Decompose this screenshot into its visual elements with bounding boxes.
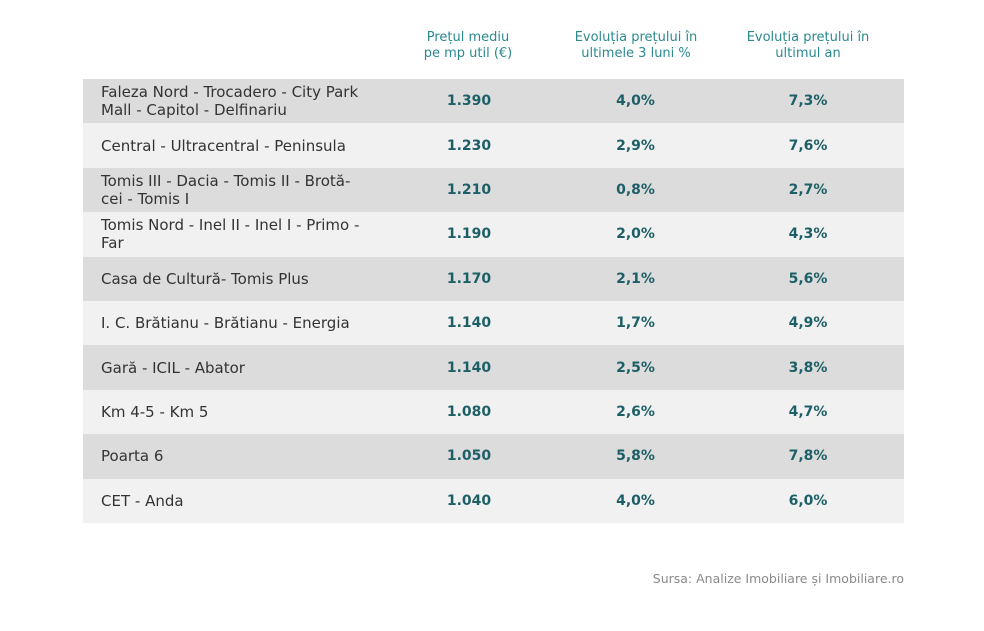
- table-row: Tomis Nord - Inel II - Inel I - Primo -F…: [83, 212, 904, 257]
- zone-name-text: Poarta 6: [101, 447, 163, 465]
- table-row: Km 4-5 - Km 5 1.080 2,6% 4,7%: [83, 389, 904, 435]
- zone-name: Tomis III - Dacia - Tomis II - Brotă-cei…: [101, 168, 401, 212]
- zone-name-line: Km 4-5 - Km 5: [101, 402, 209, 421]
- zone-name-line: I. C. Brătianu - Brătianu - Energia: [101, 314, 350, 333]
- change-3-months-value: 2,6%: [616, 403, 655, 420]
- change-1-year-value: 3,8%: [788, 359, 828, 376]
- avg-price-value: 1.140: [446, 315, 492, 332]
- avg-price-value: 1.210: [446, 181, 492, 198]
- zone-name: Tomis Nord - Inel II - Inel I - Primo -F…: [101, 212, 401, 256]
- table-row: Central - Ultracentral - Peninsula 1.230 2…: [83, 123, 904, 168]
- zone-name-text: CET - Anda: [101, 492, 184, 510]
- header-change-1-year-line1: Evoluția prețului în: [746, 30, 870, 45]
- change-3-months-value: 2,5%: [616, 359, 655, 376]
- zone-name-text: I. C. Brătianu - Brătianu - Energia: [101, 314, 350, 332]
- avg-price-value: 1.080: [446, 403, 492, 420]
- header-change-3-months-line1: Evoluția prețului în: [574, 30, 698, 45]
- header-change-1-year: Evoluția prețului în ultimul an: [728, 30, 888, 62]
- change-1-year-value: 7,8%: [788, 448, 828, 465]
- change-1-year-value: 7,6%: [788, 137, 828, 154]
- header-avg-price-line2: pe mp util (€): [423, 46, 513, 61]
- change-3-months-value: 4,0%: [616, 492, 655, 509]
- zone-name-line: Far: [101, 234, 124, 253]
- table-row: Casa de Cultură- Tomis Plus 1.170 2,1% 5,6%: [83, 256, 904, 301]
- zone-name-line: Faleza Nord - Trocadero - City Park: [101, 83, 359, 102]
- zone-name-text: Tomis Nord - Inel II - Inel I - Primo -F…: [101, 216, 359, 252]
- change-1-year-value: 4,9%: [788, 315, 828, 332]
- table-row: Poarta 6 1.050 5,8% 7,8%: [83, 434, 904, 479]
- header-change-3-months-line2: ultimele 3 luni %: [581, 46, 691, 61]
- change-3-months-value: 4,0%: [616, 93, 655, 110]
- zone-name-line: CET - Anda: [101, 491, 184, 510]
- change-3-months-value: 0,8%: [616, 181, 655, 198]
- avg-price-value: 1.390: [446, 93, 492, 110]
- zone-name: Km 4-5 - Km 5: [101, 390, 401, 434]
- source-note: Sursa: Analize Imobiliare și Imobiliare.…: [652, 571, 904, 586]
- avg-price-value: 1.040: [446, 492, 492, 509]
- zone-name-line: Tomis III - Dacia - Tomis II - Brotă-: [101, 171, 351, 190]
- zone-name-text: Central - Ultracentral - Peninsula: [101, 137, 346, 155]
- zone-name: Gară - ICIL - Abator: [101, 345, 401, 389]
- change-1-year-value: 6,0%: [788, 492, 828, 509]
- table-header: Prețul mediu pe mp util (€) Evoluția pre…: [0, 30, 984, 70]
- change-1-year-value: 7,3%: [788, 93, 828, 110]
- avg-price-value: 1.190: [446, 226, 492, 243]
- zone-name-text: Casa de Cultură- Tomis Plus: [101, 270, 309, 288]
- zone-name: Casa de Cultură- Tomis Plus: [101, 257, 401, 301]
- zone-name-line: Gară - ICIL - Abator: [101, 358, 245, 377]
- header-change-3-months: Evoluția prețului în ultimele 3 luni %: [558, 30, 714, 62]
- table-row: Faleza Nord - Trocadero - City Park Mall …: [83, 79, 904, 124]
- table-row: I. C. Brătianu - Brătianu - Energia 1.140…: [83, 300, 904, 346]
- price-table: Faleza Nord - Trocadero - City Park Mall …: [83, 79, 904, 523]
- change-3-months-value: 5,8%: [616, 448, 655, 465]
- change-1-year-value: 2,7%: [788, 181, 828, 198]
- zone-name-text: Tomis III - Dacia - Tomis II - Brotă-cei…: [101, 172, 350, 208]
- zone-name: Poarta 6: [101, 434, 401, 478]
- change-1-year-value: 4,3%: [788, 226, 828, 243]
- zone-name-line: Casa de Cultură- Tomis Plus: [101, 269, 309, 288]
- header-avg-price: Prețul mediu pe mp util (€): [398, 30, 538, 62]
- zone-name: CET - Anda: [101, 479, 401, 523]
- change-3-months-value: 2,0%: [616, 226, 655, 243]
- table-row: Tomis III - Dacia - Tomis II - Brotă-cei…: [83, 167, 904, 213]
- zone-name-line: Central - Ultracentral - Peninsula: [101, 136, 346, 155]
- change-3-months-value: 2,1%: [616, 270, 655, 287]
- avg-price-value: 1.050: [446, 448, 492, 465]
- zone-name-line: cei - Tomis I: [101, 189, 190, 208]
- zone-name: Central - Ultracentral - Peninsula: [101, 123, 401, 167]
- zone-name: I. C. Brătianu - Brătianu - Energia: [101, 301, 401, 345]
- table-row: Gară - ICIL - Abator 1.140 2,5% 3,8%: [83, 345, 904, 390]
- avg-price-value: 1.170: [446, 270, 492, 287]
- zone-name-text: Km 4-5 - Km 5: [101, 403, 208, 421]
- zone-name-text: Gară - ICIL - Abator: [101, 359, 245, 377]
- change-1-year-value: 4,7%: [788, 403, 828, 420]
- avg-price-value: 1.230: [446, 137, 492, 154]
- change-3-months-value: 2,9%: [616, 137, 655, 154]
- header-avg-price-line1: Prețul mediu: [426, 30, 510, 45]
- table-row: CET - Anda 1.040 4,0% 6,0%: [83, 478, 904, 523]
- zone-name-line: Poarta 6: [101, 447, 164, 466]
- zone-name: Faleza Nord - Trocadero - City Park Mall …: [101, 79, 401, 123]
- zone-name-line: Tomis Nord - Inel II - Inel I - Primo -: [101, 216, 360, 235]
- avg-price-value: 1.140: [446, 359, 492, 376]
- zone-name-text: Faleza Nord - Trocadero - City Park Mall …: [101, 83, 358, 119]
- change-3-months-value: 1,7%: [616, 315, 655, 332]
- zone-name-line: Mall - Capitol - Delfinariu: [101, 101, 287, 120]
- header-change-1-year-line2: ultimul an: [775, 46, 841, 61]
- change-1-year-value: 5,6%: [788, 270, 828, 287]
